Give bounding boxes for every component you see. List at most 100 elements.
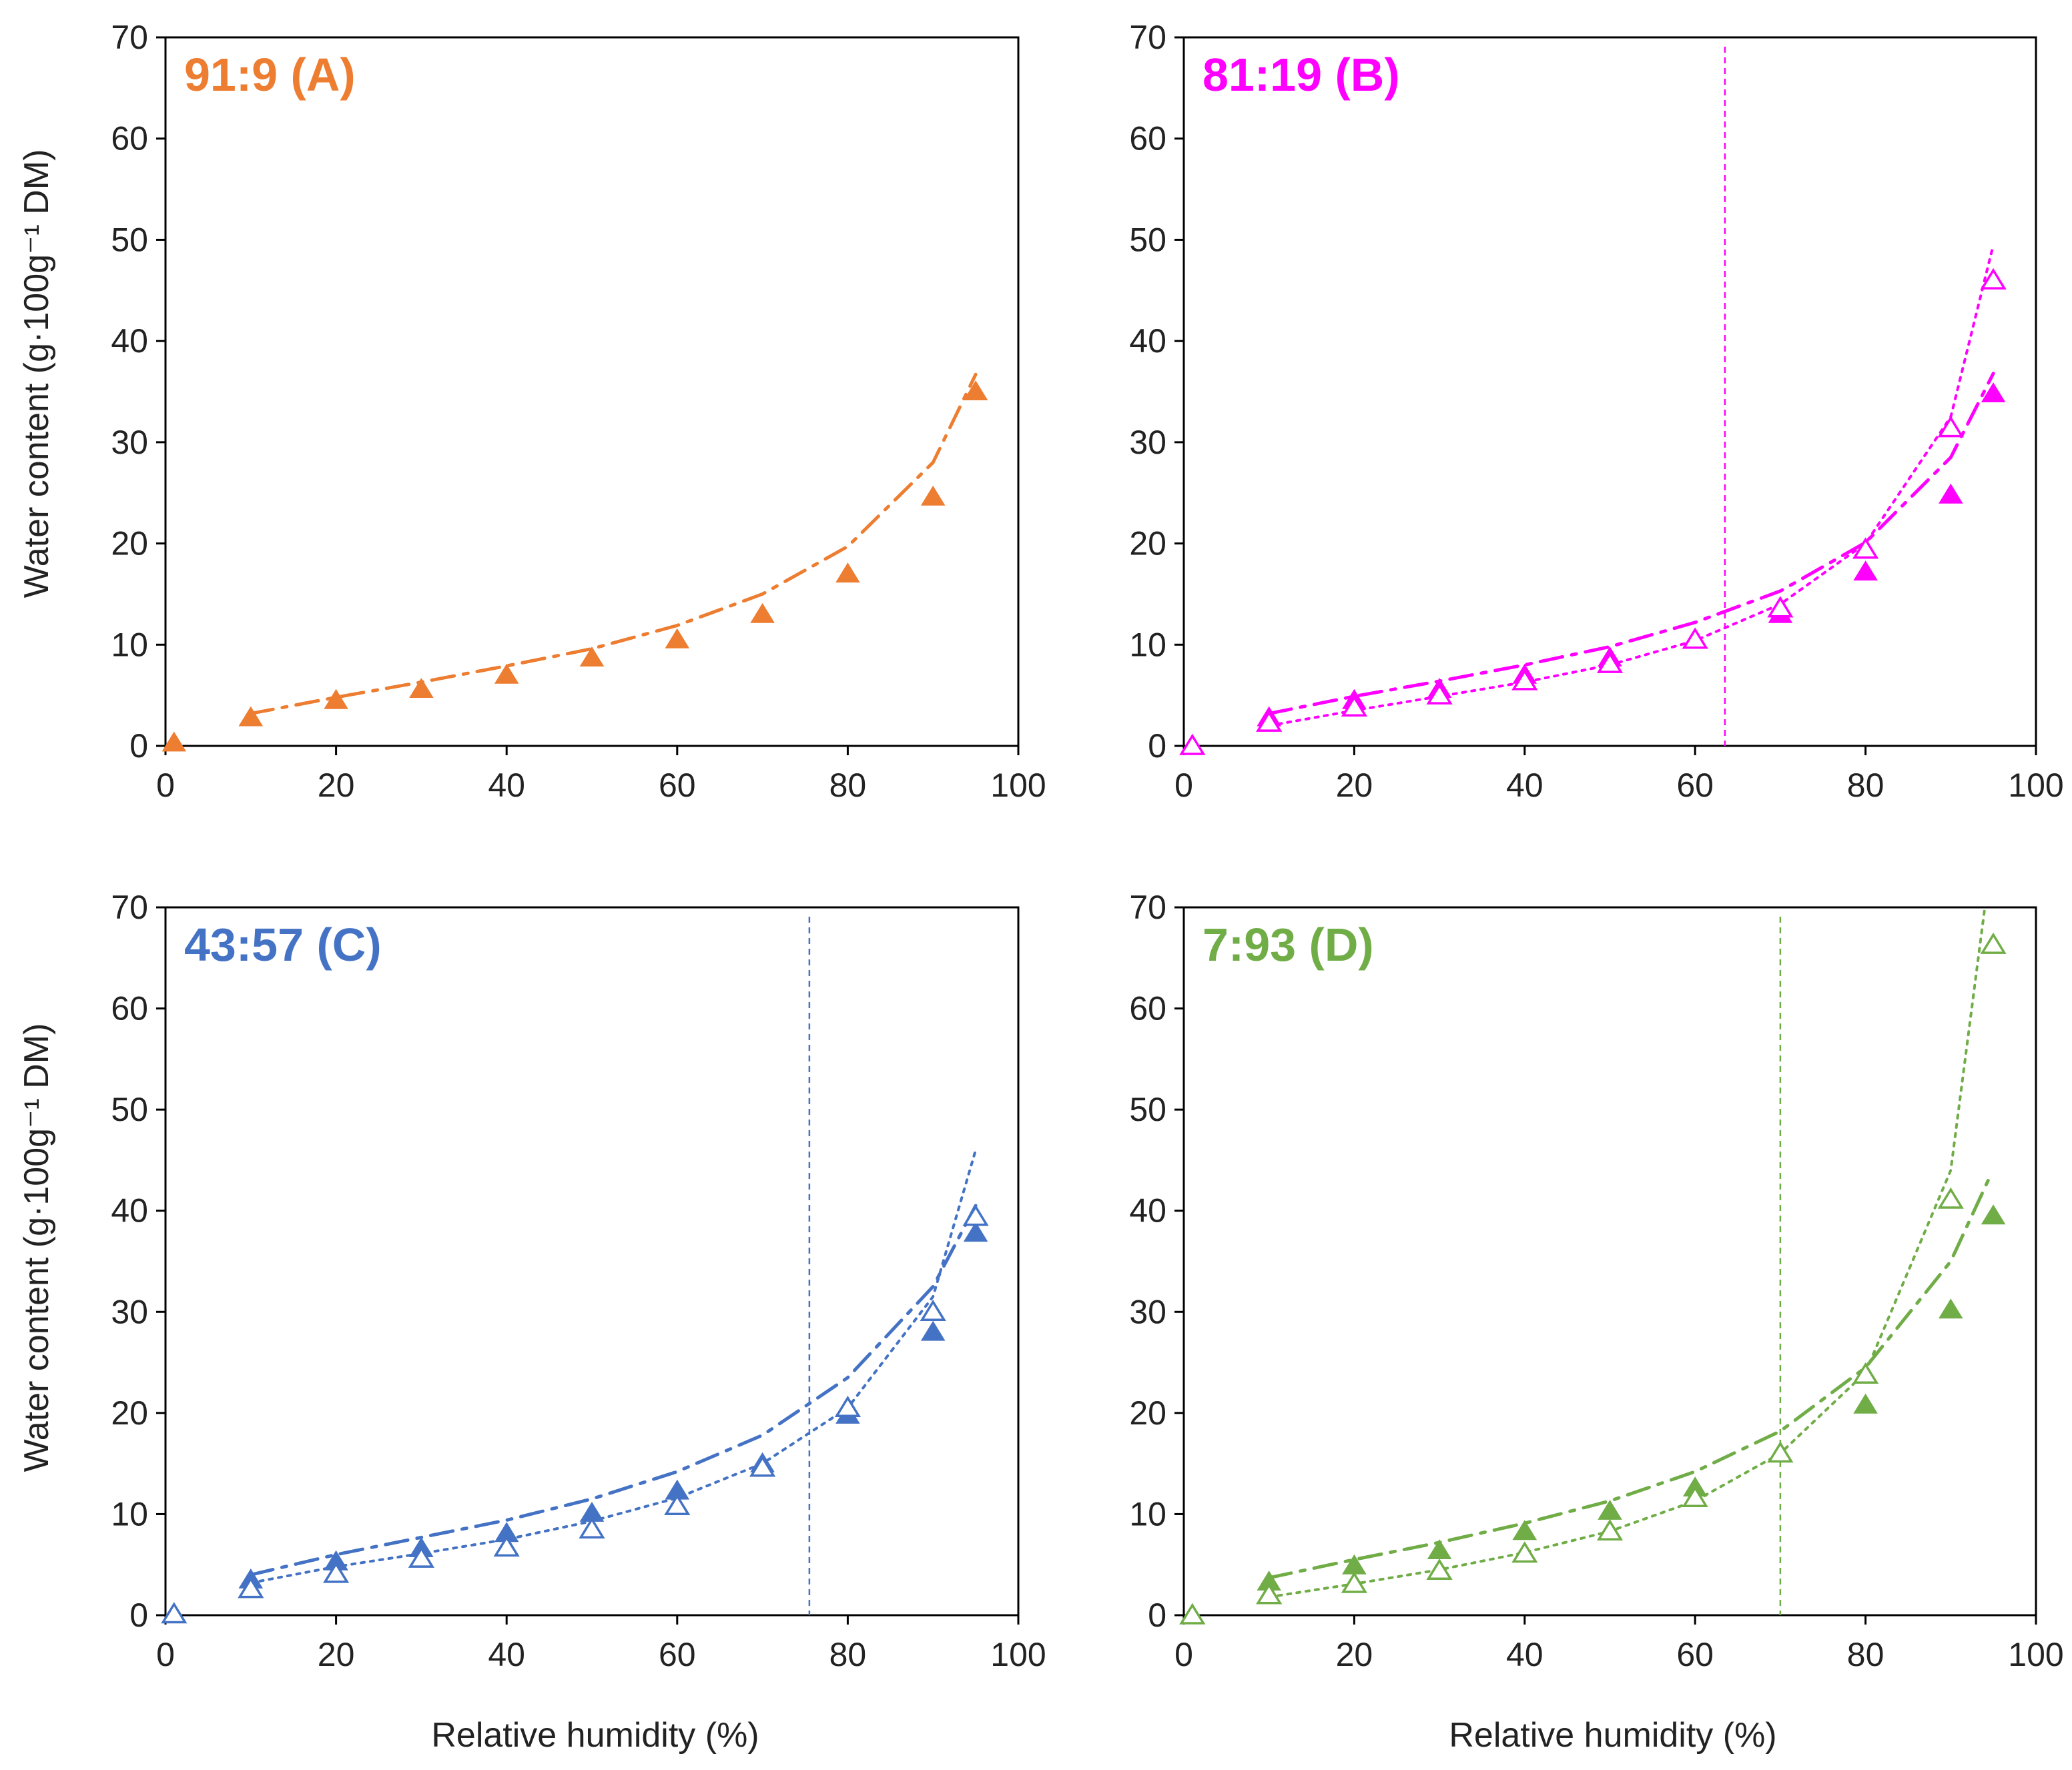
x-tick-label-a: 0: [156, 767, 175, 804]
y-tick-label-a: 70: [111, 19, 148, 56]
x-tick-label-d: 40: [1506, 1636, 1543, 1673]
panel-title-b: 81:19 (B): [1202, 49, 1400, 101]
x-tick-label-b: 80: [1847, 767, 1884, 804]
filled-triangle-point-d: [1939, 1298, 1963, 1319]
open-triangle-point-b: [1426, 683, 1453, 705]
open-triangle-point-d: [1682, 1485, 1708, 1507]
y-tick-label-d: 10: [1129, 1495, 1166, 1532]
filled-triangle-point-b: [1981, 382, 2006, 402]
open-triangle-point-b: [1767, 596, 1794, 618]
y-tick-label-d: 70: [1129, 889, 1166, 926]
filled-triangle-point-a: [579, 646, 605, 667]
y-tick-label-b: 70: [1129, 19, 1166, 56]
filled-triangle-point-a: [324, 689, 348, 709]
y-tick-label-c: 50: [111, 1091, 148, 1128]
open-triangle-point-d: [1179, 1603, 1206, 1625]
x-axis-title-right: Relative humidity (%): [1449, 1716, 1776, 1755]
filled-triangle-point-d: [1853, 1393, 1878, 1414]
open-triangle-point-c: [962, 1204, 989, 1226]
x-tick-label-c: 40: [488, 1636, 525, 1673]
open-triangle-point-b: [1341, 695, 1368, 717]
open-triangle-point-d: [1426, 1558, 1453, 1581]
x-tick-label-d: 20: [1336, 1636, 1373, 1673]
chart-panel-a: 0 10 20 30 40 50 60 70 0 20 40 60 80 100 91:9 (A): [111, 19, 1046, 804]
filled-triangle-point-a: [494, 663, 519, 684]
y-tick-label-b: 0: [1148, 727, 1166, 765]
fit-dashdot-line-d: [1267, 1176, 1991, 1580]
panel-title-d: 7:93 (D): [1202, 919, 1374, 971]
x-tick-label-a: 60: [659, 767, 696, 804]
y-tick-label-a: 30: [111, 424, 148, 461]
x-tick-label-a: 40: [488, 767, 525, 804]
filled-triangle-point-d: [1512, 1520, 1537, 1540]
chart-panel-d: 0 10 20 30 40 50 60 70 0 20 40 60 80 100 7:93 (D): [1129, 889, 2063, 1673]
y-tick-label-c: 20: [111, 1394, 148, 1432]
y-tick-label-c: 70: [111, 889, 148, 926]
open-triangle-point-d: [1852, 1362, 1879, 1384]
y-axis-title-bottom: Water content (g·100g⁻¹ DM): [17, 1023, 56, 1472]
open-triangle-point-d: [1980, 932, 2007, 954]
open-triangle-point-d: [1511, 1541, 1538, 1563]
x-tick-label-b: 40: [1506, 767, 1543, 804]
x-tick-label-d: 100: [2008, 1636, 2063, 1673]
y-axis-title-top: Water content (g·100g⁻¹ DM): [17, 149, 56, 598]
open-triangle-point-d: [1256, 1583, 1283, 1605]
open-triangle-point-c: [579, 1516, 605, 1538]
panel-title-a: 91:9 (A): [184, 49, 356, 101]
y-tick-label-b: 50: [1129, 221, 1166, 258]
open-triangle-point-b: [1852, 537, 1879, 559]
filled-triangle-point-a: [750, 602, 775, 623]
y-tick-label-c: 10: [111, 1495, 148, 1532]
open-triangle-point-d: [1596, 1518, 1624, 1540]
open-triangle-point-c: [322, 1561, 350, 1583]
plot-frame-d: [1182, 906, 2037, 1617]
open-triangle-point-b: [1596, 651, 1624, 673]
filled-triangle-point-a: [920, 485, 946, 506]
y-tick-label-d: 20: [1129, 1394, 1166, 1432]
open-triangle-point-b: [1682, 627, 1708, 649]
y-tick-label-b: 10: [1129, 626, 1166, 663]
x-tick-label-a: 80: [829, 767, 867, 804]
open-triangle-point-c: [749, 1455, 776, 1477]
x-tick-label-c: 20: [318, 1636, 355, 1673]
y-tick-label-c: 0: [129, 1597, 148, 1634]
y-tick-label-a: 60: [111, 120, 148, 157]
open-triangle-point-b: [1980, 268, 2007, 290]
filled-triangle-point-a: [963, 380, 988, 400]
x-tick-label-d: 80: [1847, 1636, 1884, 1673]
x-tick-label-c: 0: [156, 1636, 175, 1673]
open-triangle-point-c: [493, 1535, 520, 1557]
filled-triangle-point-a: [665, 628, 690, 648]
y-tick-label-c: 60: [111, 990, 148, 1027]
x-tick-label-c: 100: [990, 1636, 1046, 1673]
panel-title-c: 43:57 (C): [184, 919, 382, 971]
fit-dashdot-line-c: [249, 1204, 978, 1577]
y-tick-label-d: 60: [1129, 990, 1166, 1027]
y-tick-label-d: 50: [1129, 1091, 1166, 1128]
y-tick-label-d: 0: [1148, 1597, 1166, 1634]
filled-triangle-point-a: [238, 706, 264, 727]
filled-triangle-point-a: [835, 562, 860, 583]
filled-triangle-point-b: [1853, 560, 1878, 581]
y-tick-label-a: 40: [111, 322, 148, 360]
fit-dashdot-line-b: [1267, 372, 1995, 715]
filled-triangle-point-d: [1981, 1204, 2006, 1225]
y-tick-label-a: 10: [111, 626, 148, 663]
x-tick-label-d: 0: [1174, 1636, 1193, 1673]
chart-panel-c: 0 10 20 30 40 50 60 70 0 20 40 60 80 100 43:57 (C): [111, 889, 1046, 1673]
open-triangle-point-d: [1937, 1187, 1964, 1209]
open-triangle-point-c: [408, 1546, 435, 1568]
x-tick-label-a: 20: [318, 767, 355, 804]
x-tick-label-a: 100: [990, 767, 1046, 804]
plot-frame-a: [164, 36, 1020, 747]
y-tick-label-a: 0: [129, 727, 148, 765]
open-triangle-point-b: [1256, 710, 1283, 732]
open-triangle-point-c: [920, 1299, 946, 1322]
open-triangle-point-c: [834, 1395, 861, 1418]
y-tick-label-a: 50: [111, 221, 148, 258]
y-tick-label-b: 20: [1129, 525, 1166, 562]
filled-triangle-point-c: [963, 1222, 988, 1242]
y-tick-label-b: 30: [1129, 424, 1166, 461]
open-triangle-point-b: [1511, 669, 1538, 691]
